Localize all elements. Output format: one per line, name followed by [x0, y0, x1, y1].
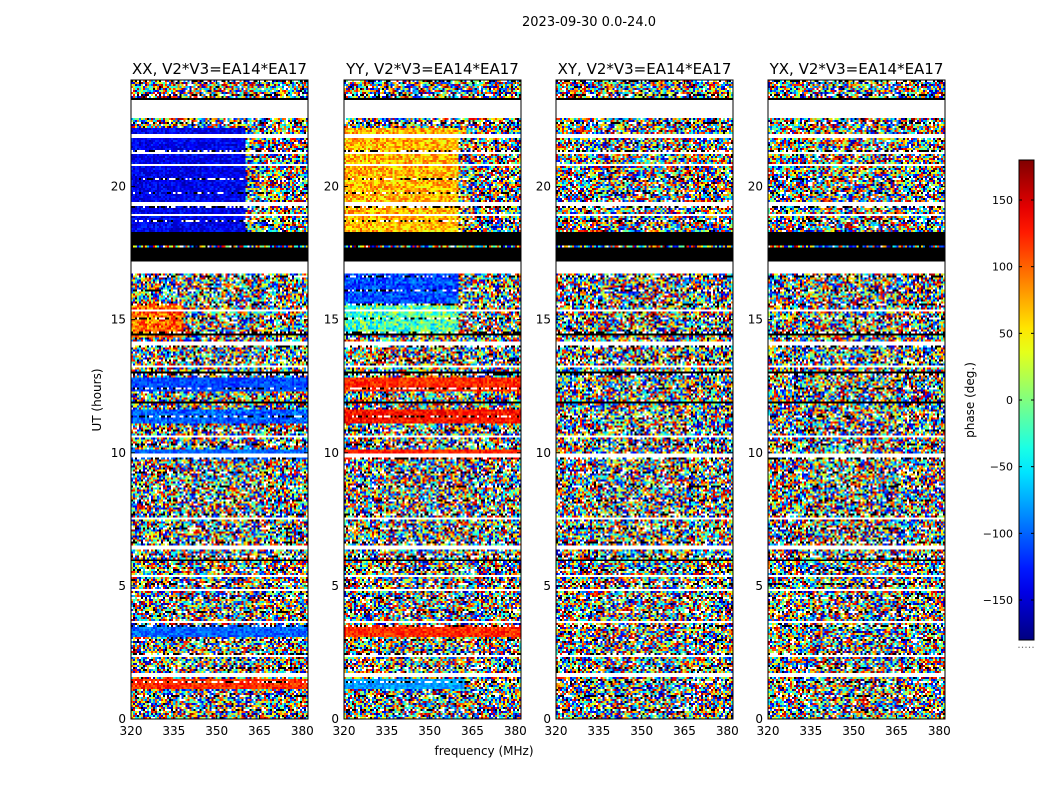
y-tick-label: 10	[324, 446, 339, 460]
panel-3: YX, V2*V3=EA14*EA17 320 335 350 365 380 0 5 10 15…	[748, 60, 951, 738]
x-tick-label: 320	[757, 724, 780, 738]
phase-heatmap-3	[768, 80, 945, 719]
y-tick-label: 5	[331, 579, 339, 593]
x-tick-label: 335	[799, 724, 822, 738]
x-tick-label: 350	[842, 724, 865, 738]
y-tick-label: 0	[331, 712, 339, 726]
x-tick-label: 350	[205, 724, 228, 738]
x-tick-label: 335	[375, 724, 398, 738]
panel-frame-2	[555, 79, 734, 720]
panel-title-1: YY, V2*V3=EA14*EA17	[345, 60, 519, 78]
y-tick-label: 20	[324, 180, 339, 194]
x-tick-label: 320	[120, 724, 143, 738]
colorbar-tick-label: 150	[992, 194, 1013, 207]
y-tick-label: 10	[536, 446, 551, 460]
panel-2: XY, V2*V3=EA14*EA17 320 335 350 365 380 0 5 10 15…	[536, 60, 739, 738]
x-tick-label: 380	[716, 724, 739, 738]
panel-frame-1	[343, 79, 522, 720]
y-tick-label: 15	[324, 313, 339, 327]
y-tick-label: 15	[536, 313, 551, 327]
panel-frame-0	[130, 79, 309, 720]
x-tick-label: 350	[418, 724, 441, 738]
x-tick-label: 365	[248, 724, 271, 738]
colorbar-tick-label: −100	[983, 527, 1013, 540]
x-axis-label: frequency (MHz)	[434, 744, 533, 758]
y-tick-label: 5	[543, 579, 551, 593]
colorbar-label: phase (deg.)	[963, 362, 977, 438]
y-tick-label: 0	[755, 712, 763, 726]
x-tick-label: 380	[291, 724, 314, 738]
x-tick-label: 380	[928, 724, 951, 738]
phase-heatmap-1	[344, 80, 521, 719]
x-tick-label: 350	[630, 724, 653, 738]
y-tick-label: 5	[755, 579, 763, 593]
panel-title-3: YX, V2*V3=EA14*EA17	[769, 60, 944, 78]
y-tick-label: 10	[748, 446, 763, 460]
x-tick-label: 320	[333, 724, 356, 738]
y-tick-label: 5	[118, 579, 126, 593]
y-tick-label: 20	[748, 180, 763, 194]
y-tick-label: 15	[111, 313, 126, 327]
colorbar-dots: .....	[1017, 638, 1034, 651]
panels-group: XX, V2*V3=EA14*EA17 320 335 350 365 380 0 5 10 15…	[111, 60, 951, 738]
x-tick-label: 365	[885, 724, 908, 738]
x-tick-label: 335	[162, 724, 185, 738]
x-tick-label: 380	[504, 724, 527, 738]
colorbar-tick-label: 0	[1006, 394, 1013, 407]
colorbar-tick-label: −150	[983, 594, 1013, 607]
y-tick-label: 15	[748, 313, 763, 327]
x-tick-label: 365	[673, 724, 696, 738]
y-tick-label: 20	[111, 180, 126, 194]
panel-1: YY, V2*V3=EA14*EA17 320 335 350 365 380 0 5 10 15…	[324, 60, 527, 738]
panel-0: XX, V2*V3=EA14*EA17 320 335 350 365 380 0 5 10 15…	[111, 60, 314, 738]
colorbar-tick-label: 100	[992, 261, 1013, 274]
y-tick-label: 0	[543, 712, 551, 726]
phase-heatmap-2	[556, 80, 733, 719]
colorbar-tick-label: 50	[999, 327, 1013, 340]
x-tick-label: 320	[545, 724, 568, 738]
colorbar: −150 −100 −50 0 50 100 150	[983, 159, 1035, 641]
x-tick-label: 335	[587, 724, 610, 738]
phase-heatmap-0	[131, 80, 308, 719]
panel-title-2: XY, V2*V3=EA14*EA17	[558, 60, 732, 78]
y-tick-label: 20	[536, 180, 551, 194]
y-axis-label: UT (hours)	[90, 368, 104, 431]
colorbar-tick-label: −50	[990, 461, 1013, 474]
y-tick-label: 0	[118, 712, 126, 726]
y-tick-label: 10	[111, 446, 126, 460]
panel-frame-3	[767, 79, 946, 720]
panel-title-0: XX, V2*V3=EA14*EA17	[132, 60, 307, 78]
x-tick-label: 365	[461, 724, 484, 738]
figure-suptitle: 2023-09-30 0.0-24.0	[522, 15, 656, 30]
